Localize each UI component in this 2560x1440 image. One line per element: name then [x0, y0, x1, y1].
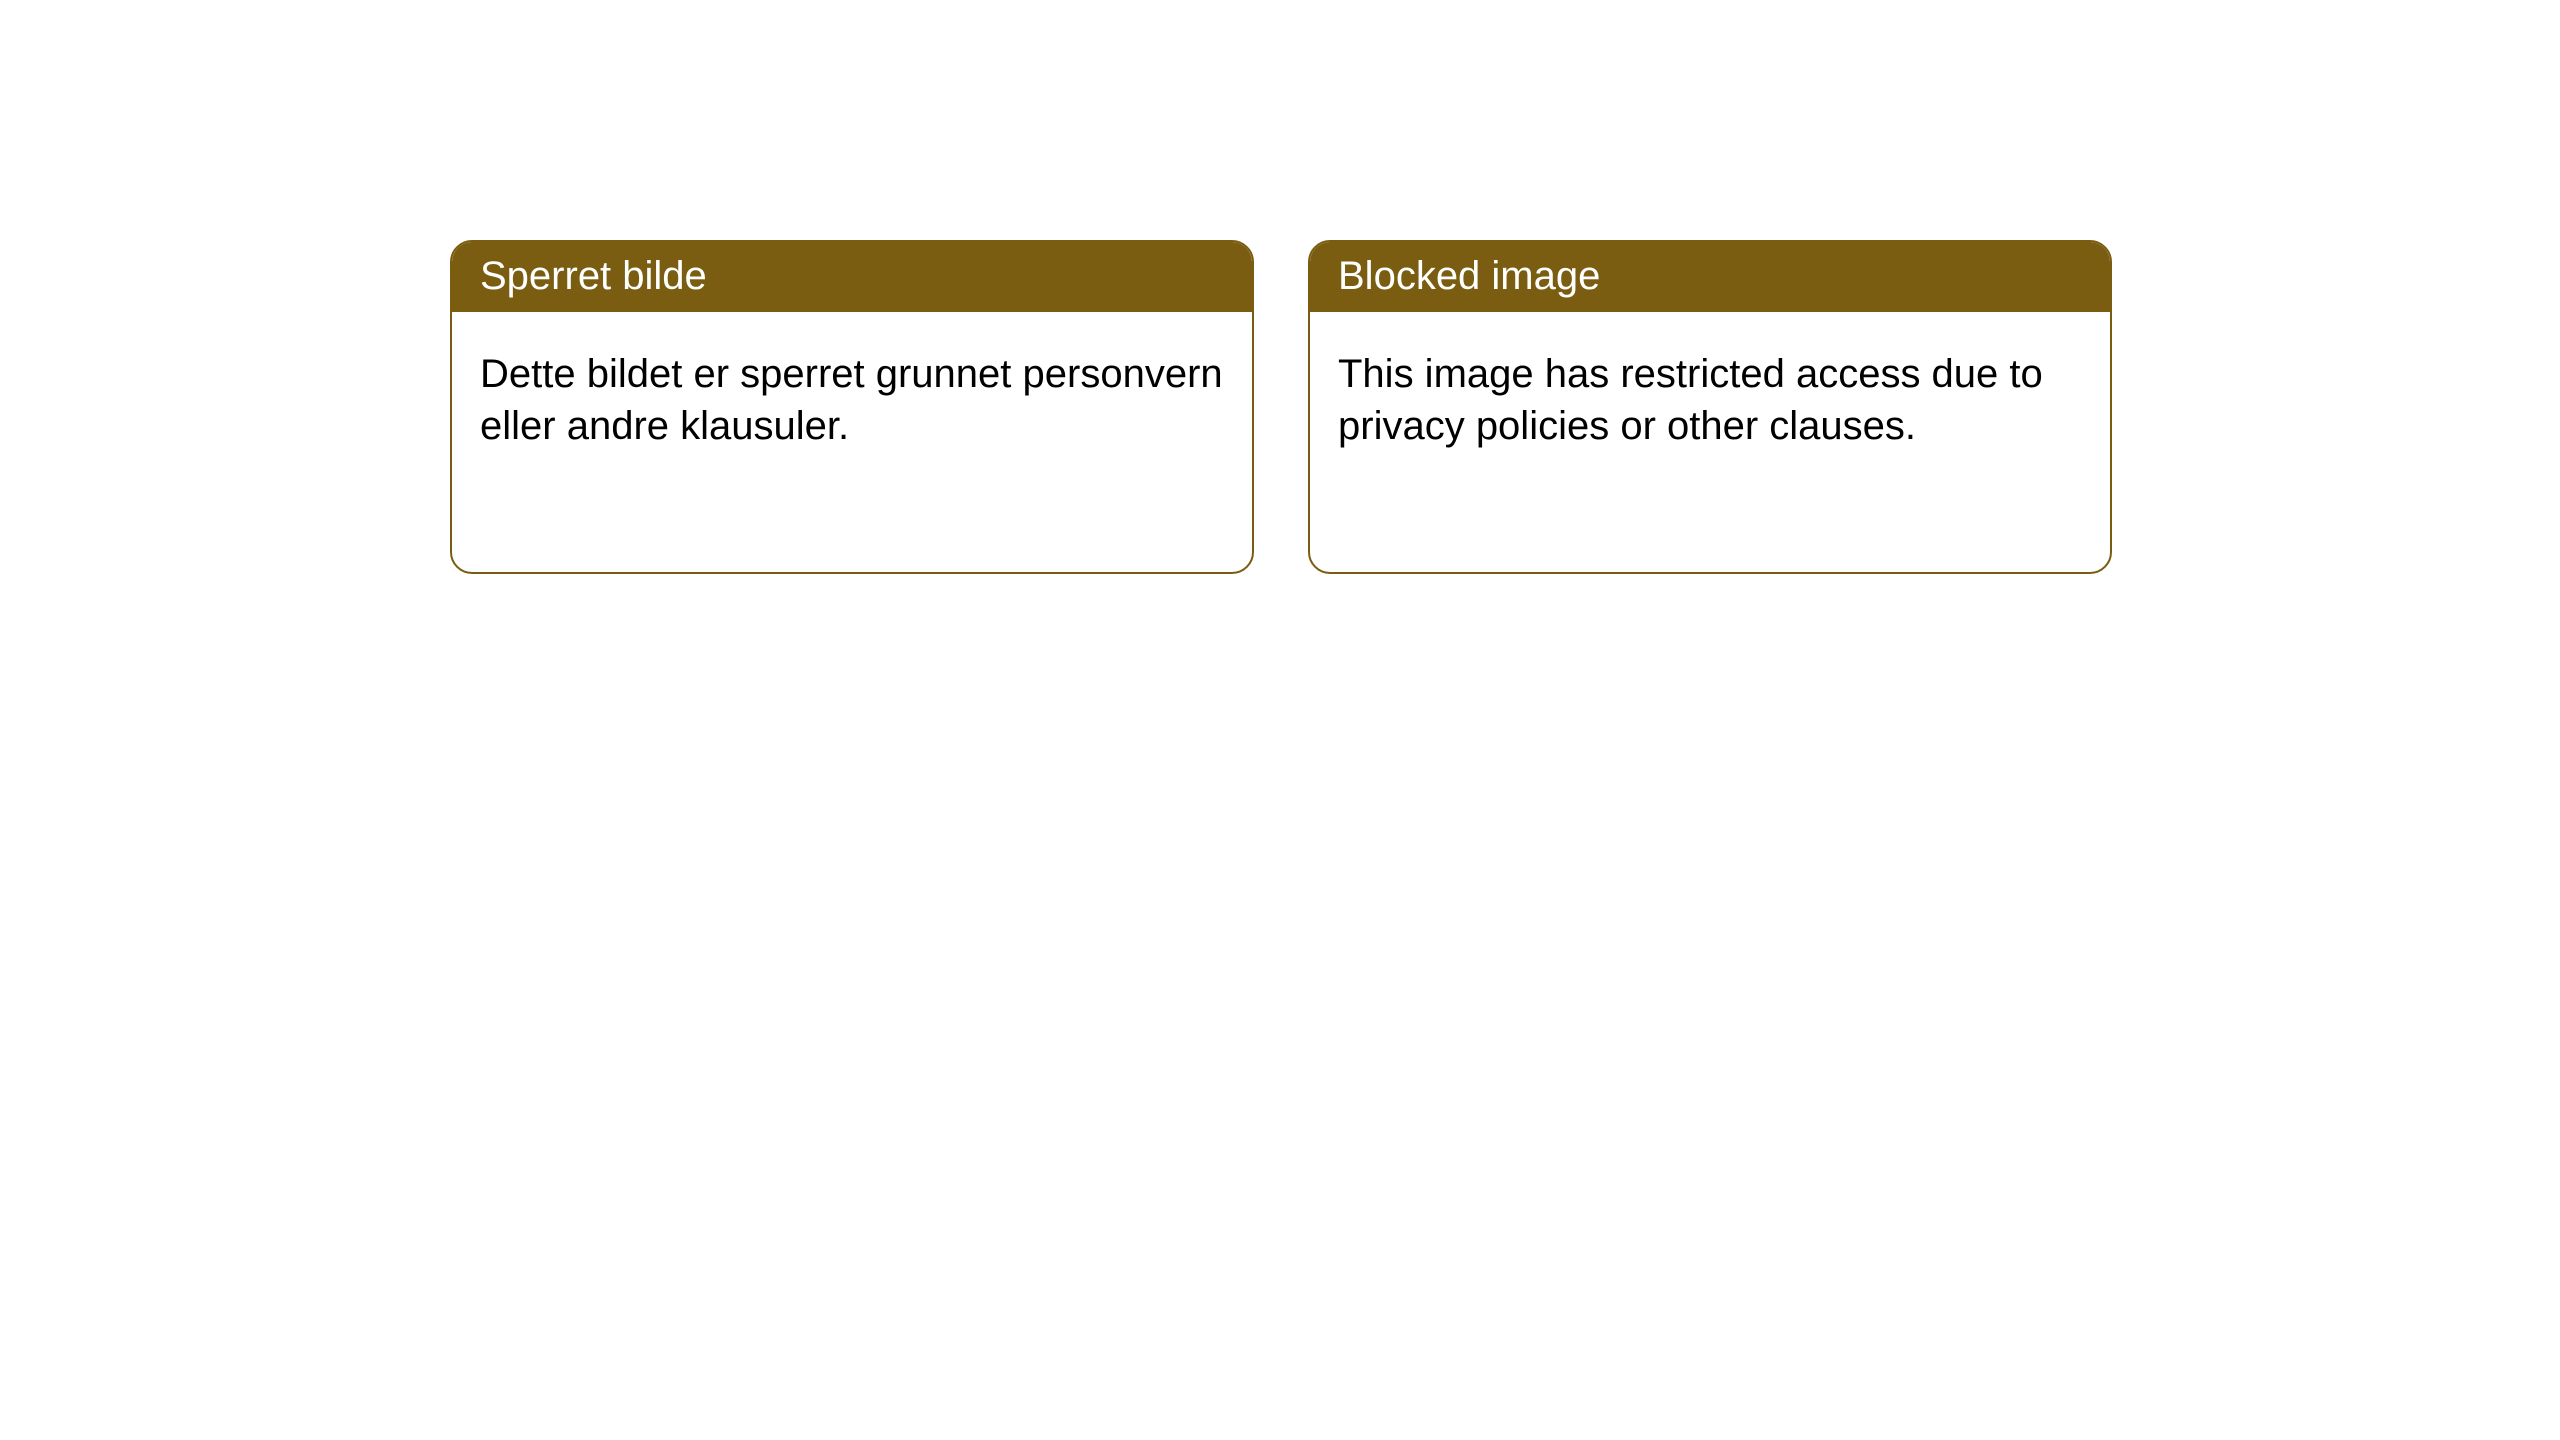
notice-body-english: This image has restricted access due to …	[1310, 312, 2110, 488]
notice-container: Sperret bilde Dette bildet er sperret gr…	[0, 0, 2560, 574]
notice-body-norwegian: Dette bildet er sperret grunnet personve…	[452, 312, 1252, 488]
notice-title-norwegian: Sperret bilde	[452, 242, 1252, 312]
notice-card-norwegian: Sperret bilde Dette bildet er sperret gr…	[450, 240, 1254, 574]
notice-title-english: Blocked image	[1310, 242, 2110, 312]
notice-card-english: Blocked image This image has restricted …	[1308, 240, 2112, 574]
